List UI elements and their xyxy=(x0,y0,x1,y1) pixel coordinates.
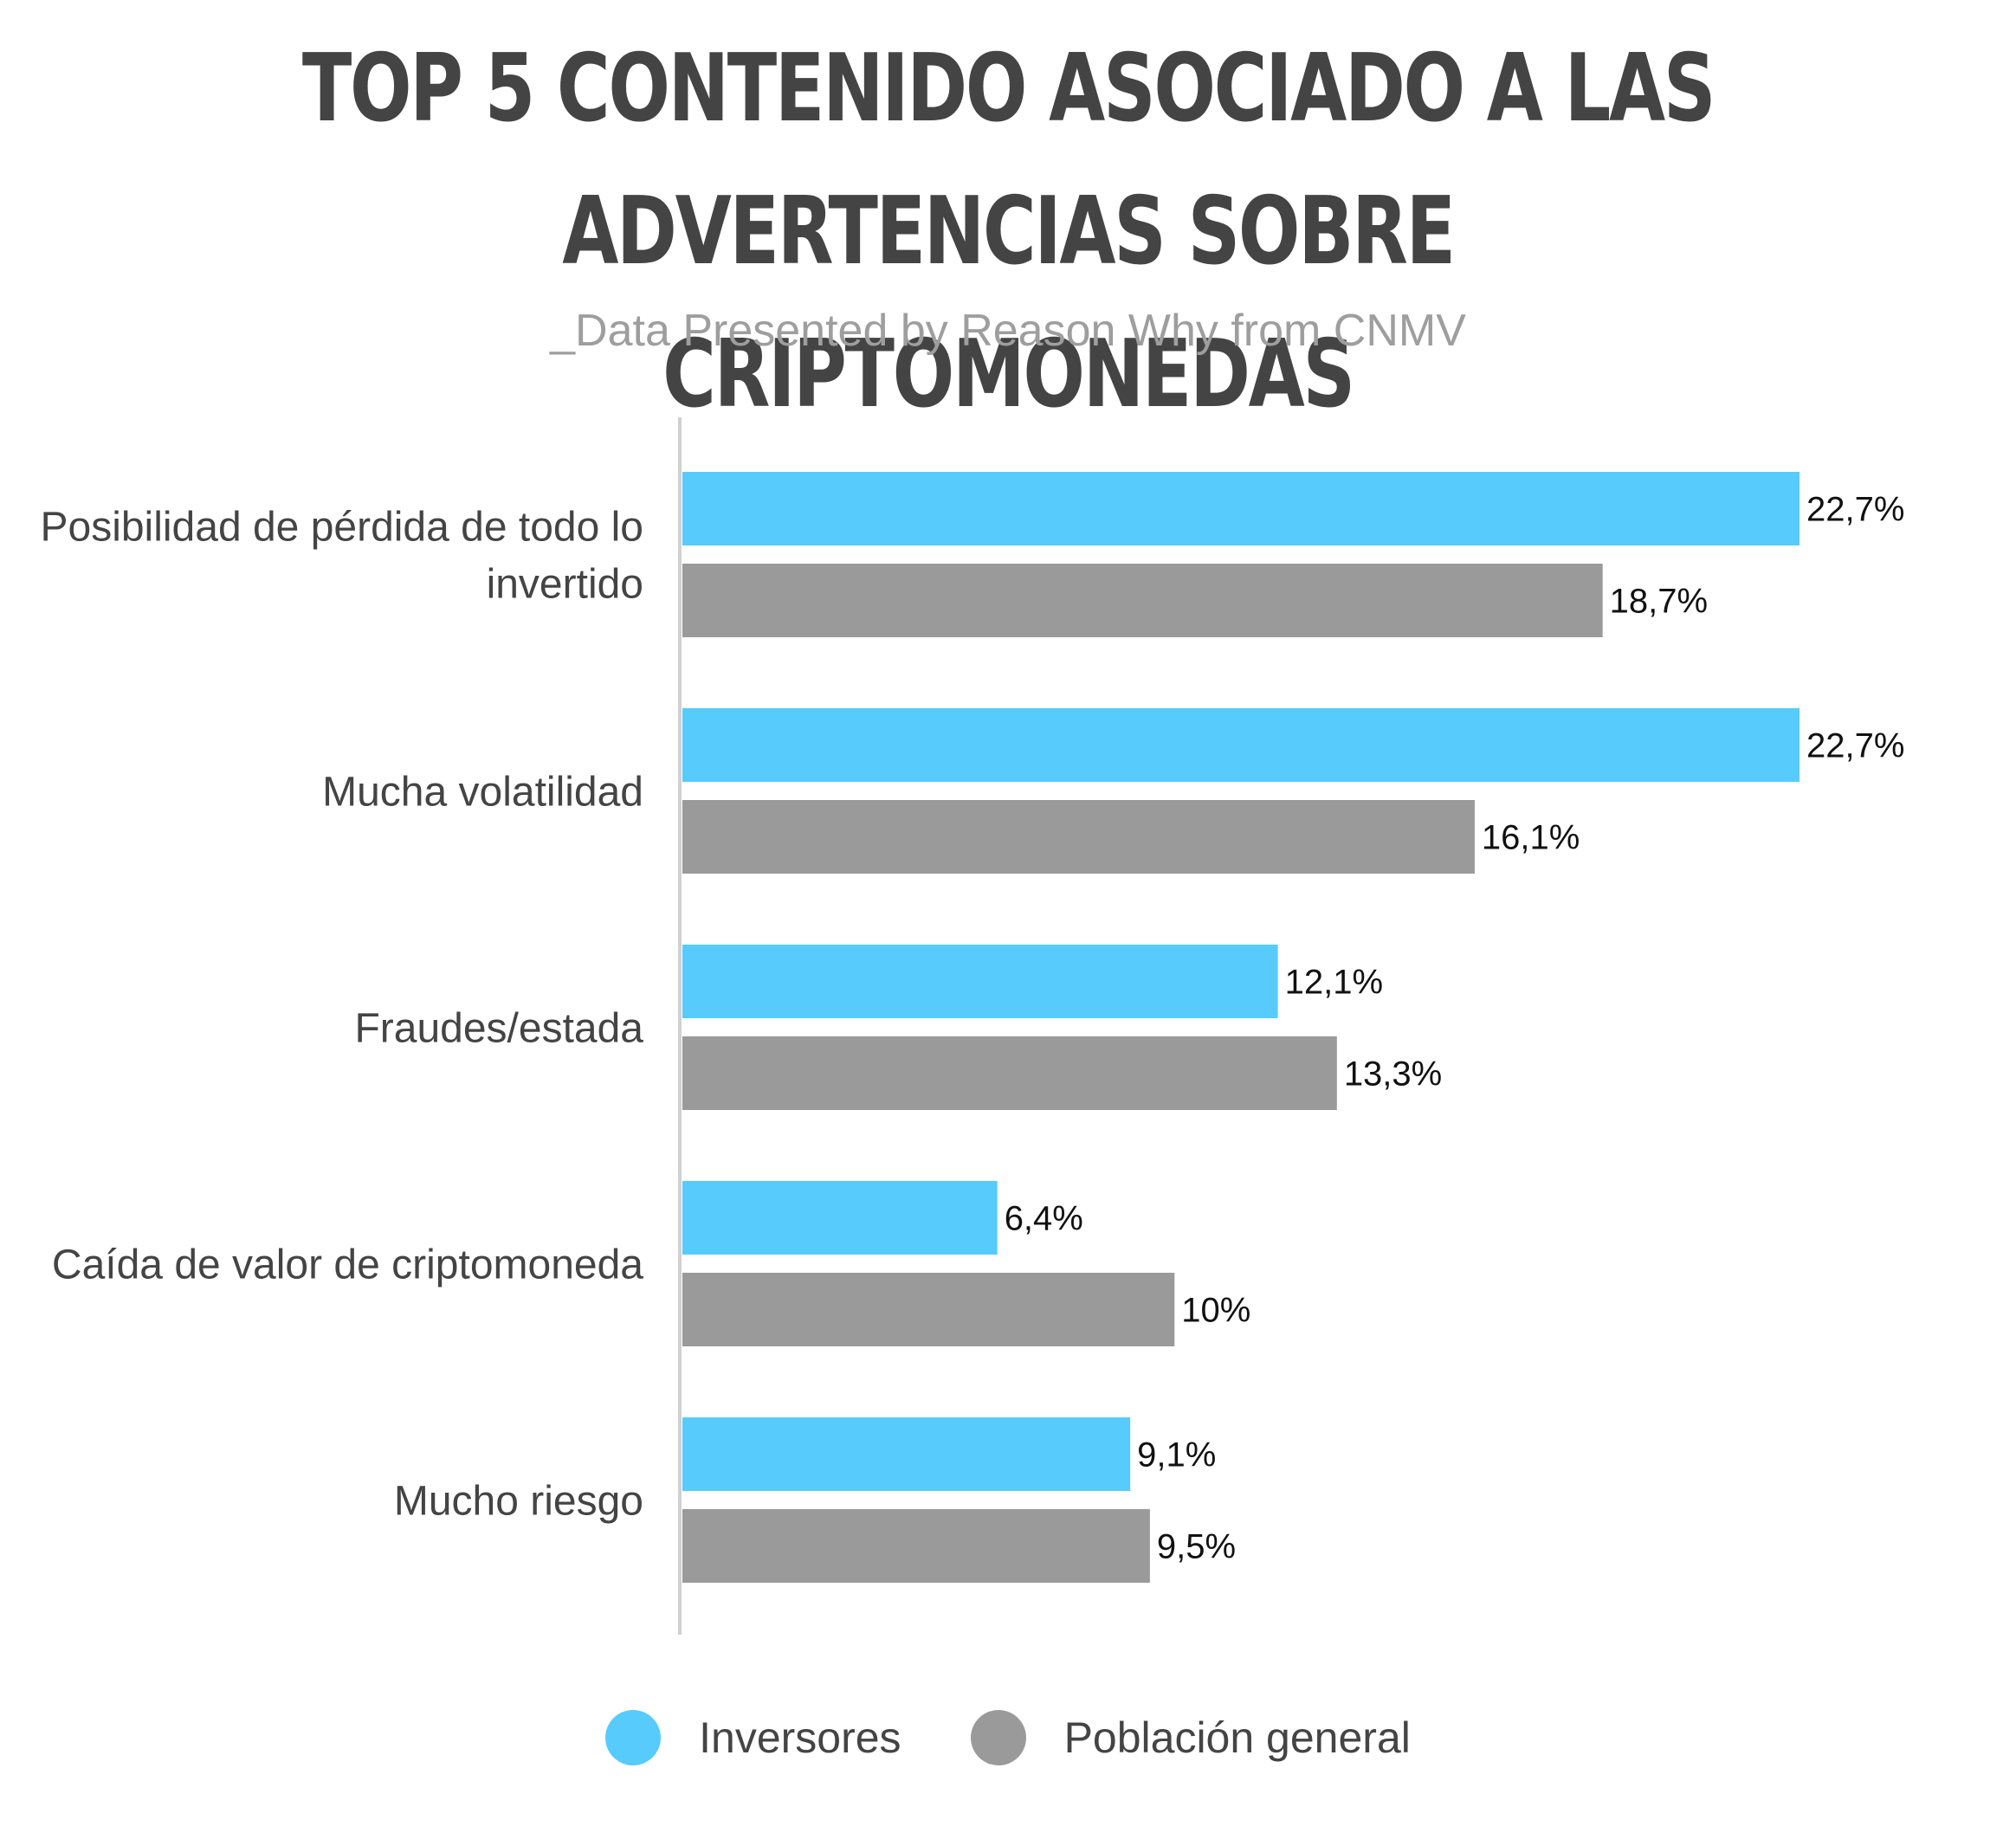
data-label-inversores-fraudes-estada: 12,1% xyxy=(1285,964,1383,1002)
data-label-poblacion-general-caida-de-valor-de-criptomoneda: 10% xyxy=(1181,1292,1250,1330)
legend-label-inversores: Inversores xyxy=(699,1713,901,1762)
bar-poblacion-general-mucho-riesgo xyxy=(682,1509,1150,1583)
data-label-poblacion-general-mucho-riesgo: 9,5% xyxy=(1157,1528,1236,1566)
data-label-inversores-caida-de-valor-de-criptomoneda: 6,4% xyxy=(1005,1200,1083,1238)
legend-item-poblacion-general: Población general xyxy=(970,1710,1411,1765)
legend-swatch-inversores xyxy=(605,1710,662,1765)
data-label-inversores-mucho-riesgo: 9,1% xyxy=(1137,1436,1216,1474)
bar-inversores-fraudes-estada xyxy=(682,945,1278,1018)
data-label-poblacion-general-fraudes-estada: 13,3% xyxy=(1344,1055,1442,1094)
chart-title-line-2: ADVERTENCIAS SOBRE CRIPTOMONEDAS xyxy=(562,177,1456,429)
data-label-poblacion-general-mucha-volatilidad: 16,1% xyxy=(1482,819,1580,857)
chart-title-line-1: TOP 5 CONTENIDO ASOCIADO A LAS xyxy=(301,35,1716,143)
data-label-inversores-posibilidad-de-perdida-de-todo-lo-invertido: 22,7% xyxy=(1806,491,1904,529)
legend: Inversores Población general xyxy=(0,1710,2016,1765)
bar-poblacion-general-mucha-volatilidad xyxy=(682,800,1475,874)
bar-inversores-mucho-riesgo xyxy=(682,1417,1131,1491)
category-label-posibilidad-de-perdida-de-todo-lo-invertido-line-1: Posibilidad de pérdida de todo lo xyxy=(40,505,643,551)
category-label-fraudes-estada: Fraudes/estada xyxy=(354,1006,643,1052)
bar-poblacion-general-posibilidad-de-perdida-de-todo-lo-invertido xyxy=(682,564,1603,637)
category-label-caida-de-valor-de-criptomoneda: Caída de valor de criptomoneda xyxy=(52,1242,643,1288)
bar-poblacion-general-caida-de-valor-de-criptomoneda xyxy=(682,1273,1175,1346)
chart-title: TOP 5 CONTENIDO ASOCIADO A LAS ADVERTENC… xyxy=(222,17,1794,446)
bar-poblacion-general-fraudes-estada xyxy=(682,1036,1337,1110)
legend-label-poblacion-general: Población general xyxy=(1063,1713,1411,1762)
category-label-mucha-volatilidad: Mucha volatilidad xyxy=(322,770,643,816)
bar-inversores-mucha-volatilidad xyxy=(682,708,1800,782)
category-label-mucho-riesgo: Mucho riesgo xyxy=(394,1479,643,1525)
legend-item-inversores: Inversores xyxy=(605,1710,901,1765)
bar-inversores-caida-de-valor-de-criptomoneda xyxy=(682,1181,998,1255)
chart-subtitle: _Data Presented by Reason Why from CNMV xyxy=(550,306,1466,356)
data-label-poblacion-general-posibilidad-de-perdida-de-todo-lo-invertido: 18,7% xyxy=(1610,583,1708,621)
data-label-inversores-mucha-volatilidad: 22,7% xyxy=(1806,727,1904,765)
legend-swatch-poblacion-general xyxy=(970,1710,1026,1765)
bar-inversores-posibilidad-de-perdida-de-todo-lo-invertido xyxy=(682,472,1800,545)
bar-chart: Posibilidad de pérdida de todo lo inverti… xyxy=(40,417,1904,1635)
category-label-posibilidad-de-perdida-de-todo-lo-invertido-line-2: invertido xyxy=(487,562,643,608)
